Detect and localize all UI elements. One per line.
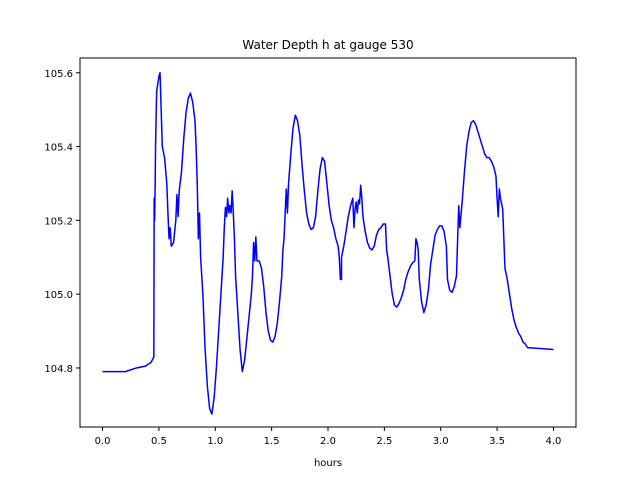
x-axis-label: hours <box>314 458 342 469</box>
x-tick-label: 3.5 <box>489 436 505 447</box>
x-tick-label: 2.0 <box>320 436 336 447</box>
chart-title: Water Depth h at gauge 530 <box>242 38 413 52</box>
y-tick-label: 105.4 <box>44 143 73 154</box>
plot-frame <box>79 57 577 428</box>
x-tick-label: 2.5 <box>376 436 392 447</box>
y-tick-label: 105.2 <box>44 216 73 227</box>
x-tick-label: 1.5 <box>264 436 280 447</box>
x-axis-ticks: 0.0 0.5 1.0 1.5 2.0 2.5 3.0 3.5 4.0 <box>95 427 562 447</box>
y-tick-label: 105.0 <box>44 290 73 301</box>
x-tick-label: 3.0 <box>433 436 449 447</box>
y-axis-ticks: 104.8 105.0 105.2 105.4 105.6 <box>44 69 80 375</box>
x-tick-label: 0.5 <box>151 436 167 447</box>
x-tick-label: 1.0 <box>207 436 223 447</box>
x-tick-label: 0.0 <box>95 436 111 447</box>
x-tick-label: 4.0 <box>546 436 562 447</box>
y-tick-label: 105.6 <box>44 69 73 80</box>
series-line <box>102 72 554 415</box>
y-tick-label: 104.8 <box>44 364 73 375</box>
